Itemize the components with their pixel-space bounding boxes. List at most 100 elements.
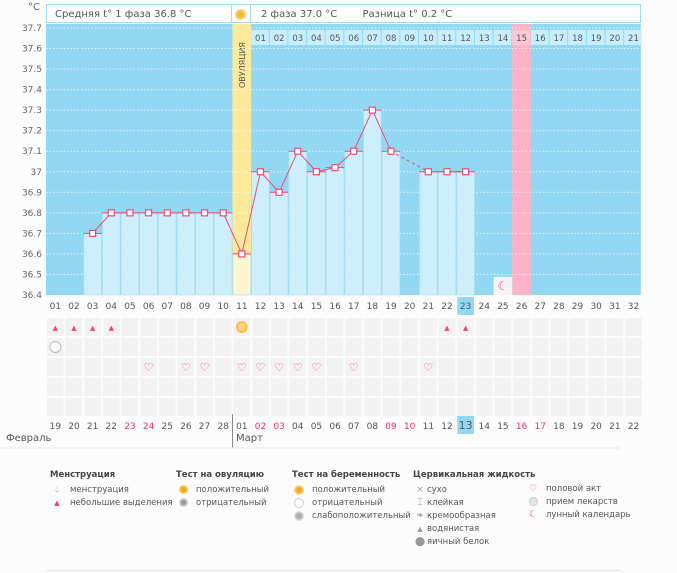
symptom-cell[interactable] [326,398,344,416]
symptom-cell[interactable] [84,378,101,396]
symptom-cell[interactable] [438,378,456,396]
calendar-date[interactable]: 17 [534,422,545,432]
symptom-cell[interactable] [606,358,624,376]
cycle-day-label[interactable]: 31 [609,302,620,312]
temperature-point[interactable] [219,209,227,217]
cycle-day-label[interactable]: 25 [497,302,508,312]
symptom-cell[interactable] [513,318,530,336]
symptom-cell[interactable] [121,398,139,416]
symptom-cell[interactable] [214,358,232,376]
symptom-cell[interactable] [65,398,83,416]
cycle-day-label[interactable]: 32 [628,302,639,312]
symptom-cell[interactable] [308,318,325,336]
symptom-cell[interactable] [513,338,530,356]
symptom-cell[interactable] [158,398,176,416]
symptom-cell[interactable] [326,378,344,396]
cycle-day-label[interactable]: 05 [124,302,135,312]
symptom-cell[interactable] [47,318,64,336]
cycle-day-label[interactable]: 06 [143,302,155,312]
symptom-cell[interactable] [587,378,605,396]
cycle-day-label[interactable]: 29 [572,302,584,312]
symptom-cell[interactable] [457,398,474,416]
symptom-cell[interactable] [214,318,232,336]
symptom-cell[interactable] [475,398,493,416]
calendar-date[interactable]: 19 [50,422,62,432]
symptom-cell[interactable] [625,338,642,356]
symptom-cell[interactable] [345,378,363,396]
temperature-point[interactable] [107,209,115,217]
calendar-date[interactable]: 27 [199,422,210,432]
symptom-cell[interactable] [177,358,195,376]
symptom-cell[interactable] [214,378,232,396]
symptom-cell[interactable] [382,318,400,336]
symptom-cell[interactable] [587,358,605,376]
symptom-cell[interactable] [475,378,493,396]
cycle-day-label[interactable]: 04 [106,302,118,312]
symptom-cell[interactable] [587,318,605,336]
symptom-cell[interactable] [531,378,549,396]
temperature-point[interactable] [312,168,321,176]
temperature-point[interactable] [424,168,432,176]
symptom-cell[interactable] [401,378,418,396]
symptom-cell[interactable] [531,318,549,336]
symptom-cell[interactable] [401,358,418,376]
symptom-cell[interactable] [102,398,120,416]
symptom-cell[interactable] [252,338,269,356]
calendar-date[interactable]: 26 [180,422,192,432]
calendar-date[interactable]: 15 [497,422,508,432]
cycle-day-label[interactable]: 26 [516,302,528,312]
temperature-point[interactable] [144,209,153,217]
cycle-day-label[interactable]: 16 [329,302,341,312]
cycle-day-label[interactable]: 22 [441,302,452,312]
symptom-cell[interactable] [214,398,232,416]
symptom-cell[interactable] [364,338,381,356]
symptom-cell[interactable] [140,398,157,416]
symptom-cell[interactable] [121,358,139,376]
temperature-point[interactable] [89,229,97,237]
calendar-date[interactable]: 28 [217,422,229,432]
symptom-cell[interactable] [47,358,64,376]
symptom-cell[interactable] [252,358,269,376]
symptom-cell[interactable] [289,378,307,396]
symptom-cell[interactable] [420,338,437,356]
symptom-cell[interactable] [364,358,381,376]
symptom-cell[interactable] [457,318,474,336]
symptom-cell[interactable] [606,398,624,416]
cycle-day-label[interactable]: 17 [348,302,359,312]
symptom-cell[interactable] [569,358,586,376]
calendar-date[interactable]: 01 [236,422,247,432]
symptom-cell[interactable] [252,398,269,416]
temperature-point[interactable] [275,188,283,196]
symptom-cell[interactable] [289,358,307,376]
calendar-date[interactable]: 20 [590,422,602,432]
cycle-day-label[interactable]: 11 [236,302,247,312]
symptom-cell[interactable] [65,318,83,336]
calendar-date[interactable]: 04 [292,422,304,432]
symptom-cell[interactable] [140,338,157,356]
calendar-date[interactable]: 23 [124,422,135,432]
calendar-date[interactable]: 21 [87,422,98,432]
calendar-date[interactable]: 03 [273,422,284,432]
symptom-cell[interactable] [345,338,363,356]
symptom-cell[interactable] [513,398,530,416]
cycle-day-label[interactable]: 19 [385,302,397,312]
symptom-cell[interactable] [494,378,512,396]
temperature-point[interactable] [126,209,134,217]
symptom-cell[interactable] [531,338,549,356]
symptom-cell[interactable] [177,378,195,396]
symptom-cell[interactable] [308,378,325,396]
symptom-cell[interactable] [513,378,530,396]
cycle-day-label[interactable]: 08 [180,302,192,312]
calendar-date[interactable]: 22 [628,422,639,432]
calendar-date[interactable]: 19 [572,422,584,432]
symptom-cell[interactable] [513,358,530,376]
symptom-cell[interactable] [606,318,624,336]
symptom-cell[interactable] [102,358,120,376]
symptom-cell[interactable] [196,398,213,416]
cycle-day-label[interactable]: 21 [423,302,434,312]
symptom-cell[interactable] [420,358,437,376]
calendar-date[interactable]: 06 [329,422,341,432]
calendar-date[interactable]: 16 [516,422,528,432]
symptom-cell[interactable] [457,338,474,356]
symptom-cell[interactable] [457,378,474,396]
